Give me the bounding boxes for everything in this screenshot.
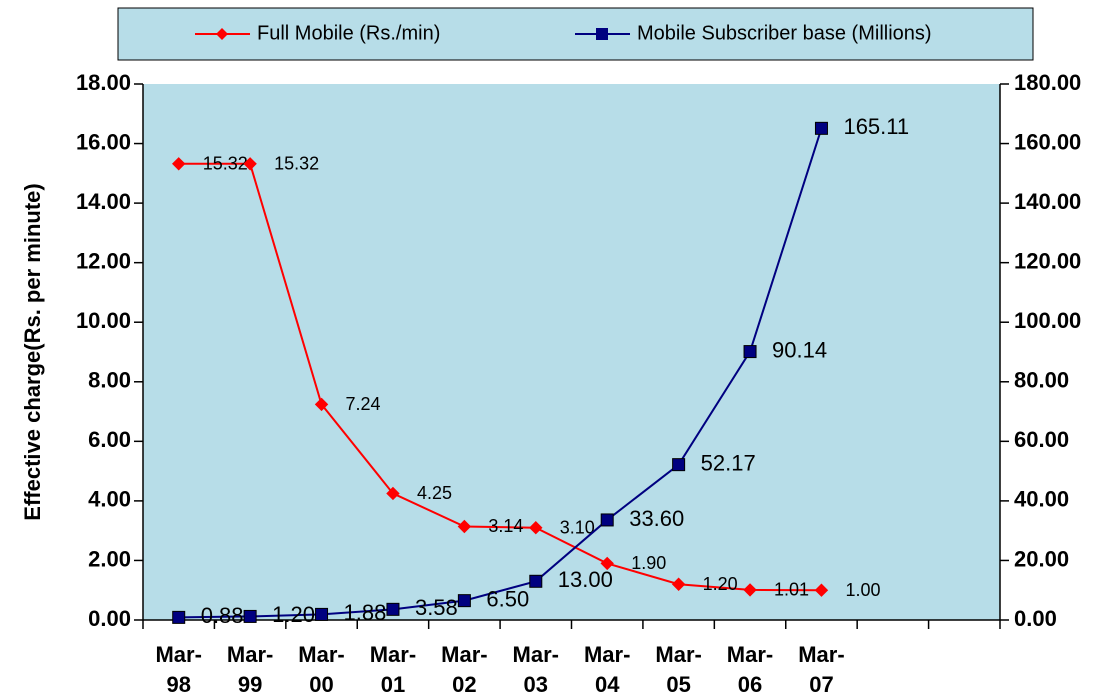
y-tick-label: 16.00 bbox=[76, 129, 131, 154]
marker bbox=[172, 610, 186, 624]
y2-tick-label: 60.00 bbox=[1014, 427, 1069, 452]
data-label: 3.10 bbox=[560, 517, 595, 537]
marker bbox=[457, 594, 471, 608]
y-tick-label: 4.00 bbox=[88, 487, 131, 512]
data-label: 1.20 bbox=[703, 574, 738, 594]
marker bbox=[457, 519, 472, 534]
y2-tick-label: 120.00 bbox=[1014, 248, 1081, 273]
data-label: 1.20 bbox=[272, 602, 315, 627]
data-label: 6.50 bbox=[486, 586, 529, 611]
data-label: 1.01 bbox=[774, 580, 809, 600]
x-tick-label: Mar- 06 bbox=[726, 642, 774, 697]
data-label: 1.88 bbox=[344, 600, 387, 625]
marker bbox=[243, 609, 257, 623]
marker bbox=[814, 121, 828, 135]
data-label: 13.00 bbox=[558, 567, 613, 592]
series-line bbox=[178, 162, 822, 592]
y2-tick-label: 40.00 bbox=[1014, 487, 1069, 512]
data-label: 7.24 bbox=[346, 394, 381, 414]
data-label: 3.58 bbox=[415, 595, 458, 620]
plot-area bbox=[143, 84, 1000, 620]
legend-label: Full Mobile (Rs./min) bbox=[257, 22, 440, 44]
marker bbox=[743, 583, 757, 597]
marker bbox=[243, 157, 257, 171]
x-tick-label: Mar- 01 bbox=[369, 642, 417, 697]
data-label: 3.14 bbox=[488, 516, 523, 536]
marker bbox=[315, 607, 329, 621]
legend-label: Mobile Subscriber base (Millions) bbox=[637, 22, 932, 44]
y-tick-label: 8.00 bbox=[88, 368, 131, 393]
y2-tick-label: 0.00 bbox=[1014, 606, 1057, 631]
x-tick-label: Mar- 00 bbox=[298, 642, 345, 697]
data-label: 15.32 bbox=[203, 154, 248, 174]
x-tick-label: Mar- 02 bbox=[441, 642, 488, 697]
data-label: 165.11 bbox=[843, 114, 909, 139]
y2-tick-label: 140.00 bbox=[1014, 189, 1081, 214]
y-tick-label: 12.00 bbox=[76, 248, 131, 273]
data-label: 52.17 bbox=[701, 450, 756, 475]
y-tick-label: 2.00 bbox=[88, 546, 131, 571]
data-label: 1.00 bbox=[845, 580, 880, 600]
marker bbox=[743, 345, 757, 359]
y2-tick-label: 160.00 bbox=[1014, 129, 1081, 154]
data-label: 90.14 bbox=[772, 337, 827, 362]
x-tick-label: Mar- 98 bbox=[155, 642, 202, 697]
data-label: 15.32 bbox=[274, 154, 319, 174]
series-line bbox=[178, 128, 823, 619]
x-tick-label: Mar- 04 bbox=[583, 642, 631, 697]
marker bbox=[814, 583, 829, 597]
data-label: 33.60 bbox=[629, 506, 684, 531]
x-tick-label: Mar- 07 bbox=[798, 642, 845, 697]
marker bbox=[314, 397, 329, 412]
legend-marker bbox=[596, 28, 608, 40]
marker bbox=[672, 458, 686, 472]
x-tick-label: Mar- 03 bbox=[512, 642, 559, 697]
y-tick-label: 6.00 bbox=[88, 427, 131, 452]
y-tick-label: 10.00 bbox=[76, 308, 131, 333]
y-tick-label: 14.00 bbox=[76, 189, 131, 214]
y2-tick-label: 100.00 bbox=[1014, 308, 1081, 333]
y2-tick-label: 180.00 bbox=[1014, 70, 1081, 95]
marker bbox=[386, 602, 400, 616]
x-tick-label: Mar- 99 bbox=[226, 642, 274, 697]
data-label: 1.90 bbox=[631, 553, 666, 573]
marker bbox=[600, 513, 614, 527]
marker bbox=[671, 577, 686, 591]
marker bbox=[172, 157, 186, 171]
y2-tick-label: 20.00 bbox=[1014, 546, 1069, 571]
data-label: 0.88 bbox=[201, 603, 244, 628]
marker bbox=[529, 574, 543, 588]
y-tick-label: 0.00 bbox=[88, 606, 131, 631]
marker bbox=[529, 520, 543, 535]
y2-tick-label: 80.00 bbox=[1014, 368, 1069, 393]
marker bbox=[386, 486, 400, 501]
y-axis-label: Effective charge(Rs. per minute) bbox=[20, 183, 45, 520]
marker bbox=[600, 556, 614, 571]
data-label: 4.25 bbox=[417, 483, 452, 503]
y-tick-label: 18.00 bbox=[76, 70, 131, 95]
x-tick-label: Mar- 05 bbox=[655, 642, 702, 697]
legend-marker bbox=[216, 28, 228, 40]
